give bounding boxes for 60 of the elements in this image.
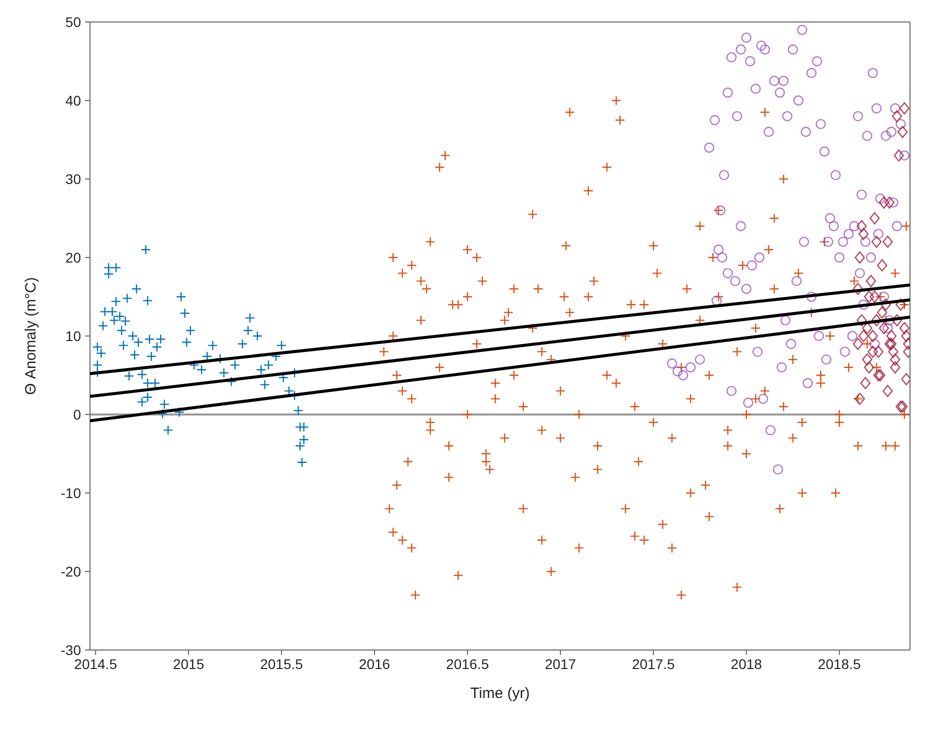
point bbox=[858, 330, 869, 342]
x-tick-label: 2018 bbox=[730, 656, 762, 672]
point bbox=[897, 126, 908, 138]
point bbox=[882, 384, 893, 398]
point bbox=[860, 377, 870, 390]
point bbox=[892, 110, 902, 122]
y-tick-label: 40 bbox=[65, 92, 82, 108]
x-axis-title: Time (yr) bbox=[470, 685, 530, 702]
point bbox=[884, 196, 895, 209]
point bbox=[878, 196, 890, 209]
x-tick-label: 2016.5 bbox=[446, 656, 490, 672]
point bbox=[866, 274, 876, 288]
point bbox=[877, 259, 888, 272]
point bbox=[856, 314, 867, 326]
point bbox=[890, 353, 900, 366]
y-tick-label: 30 bbox=[65, 170, 82, 187]
point bbox=[856, 220, 867, 232]
y-tick-label: 10 bbox=[65, 328, 82, 344]
point bbox=[886, 330, 897, 342]
point bbox=[854, 251, 865, 264]
point bbox=[862, 322, 872, 334]
point bbox=[852, 282, 864, 295]
y-tick-label: 0 bbox=[73, 406, 82, 422]
point bbox=[858, 228, 869, 240]
point bbox=[882, 236, 893, 248]
point bbox=[880, 298, 891, 311]
point bbox=[852, 338, 864, 350]
point bbox=[864, 361, 874, 374]
point bbox=[892, 314, 902, 326]
point bbox=[862, 353, 872, 366]
point bbox=[878, 322, 890, 334]
x-tick-label: 2015.5 bbox=[260, 656, 304, 672]
x-tick-label: 2017.5 bbox=[632, 656, 676, 672]
point bbox=[868, 330, 878, 342]
point bbox=[896, 298, 906, 311]
y-tick-label: -20 bbox=[60, 563, 82, 580]
point bbox=[877, 306, 888, 319]
point bbox=[868, 346, 878, 358]
x-tick-label: 2015 bbox=[172, 656, 204, 672]
point bbox=[899, 102, 910, 114]
point bbox=[899, 322, 910, 334]
point bbox=[894, 149, 904, 162]
y-tick-label: 50 bbox=[65, 14, 82, 30]
x-tick-label: 2014.5 bbox=[74, 656, 118, 672]
point bbox=[870, 212, 880, 224]
x-tick-label: 2017 bbox=[544, 656, 576, 672]
point bbox=[871, 236, 882, 248]
point bbox=[864, 290, 874, 303]
y-tick-label: 20 bbox=[65, 249, 82, 266]
y-tick-label: -10 bbox=[60, 484, 82, 501]
point bbox=[870, 290, 880, 303]
point bbox=[888, 346, 898, 358]
point bbox=[901, 373, 910, 386]
point bbox=[890, 361, 900, 374]
y-tick-label: -30 bbox=[60, 642, 82, 658]
point bbox=[873, 346, 884, 358]
point bbox=[871, 314, 882, 326]
y-axis-title: Θ Anomaly (m°C) bbox=[22, 277, 40, 395]
x-tick-label: 2016 bbox=[358, 656, 390, 672]
x-tick-label: 2018.5 bbox=[818, 656, 861, 672]
